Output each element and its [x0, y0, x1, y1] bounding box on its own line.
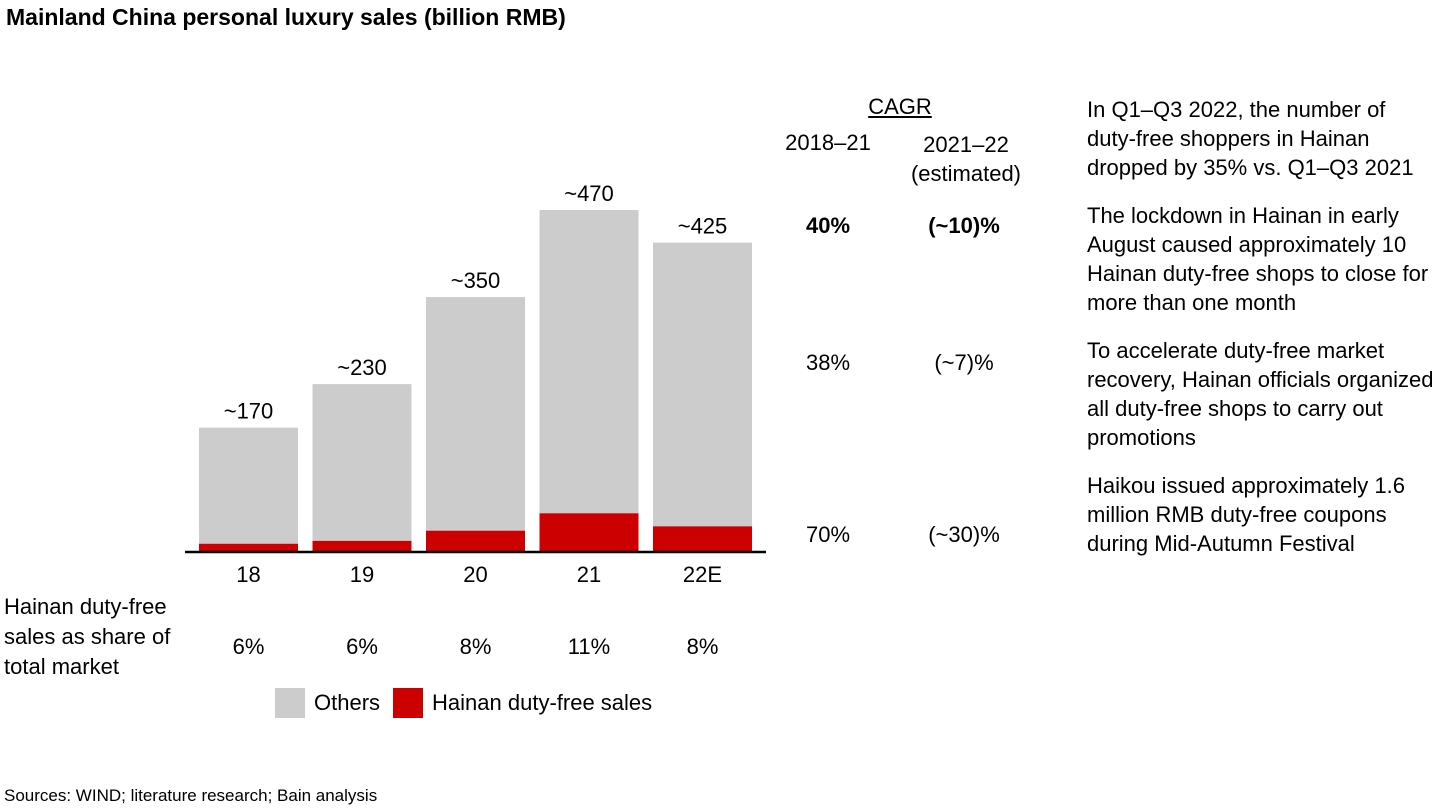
notes-panel: In Q1–Q3 2022, the number of duty-free s… [1087, 95, 1437, 577]
cagr-period-2: 2021–22 (estimated) [910, 132, 1022, 186]
share-value-21: 11% [568, 634, 610, 659]
bar-others-22E [653, 242, 752, 527]
total-label-22E: ~425 [678, 214, 728, 239]
note-shoppers: In Q1–Q3 2022, the number of duty-free s… [1087, 97, 1414, 180]
share-value-18: 6% [233, 634, 265, 659]
x-tick-label-18: 18 [236, 562, 260, 587]
share-label-text: Hainan duty-free sales as share of total… [4, 594, 171, 679]
legend-label-others: Others [314, 690, 381, 715]
cagr-row-1-v1: 40% [805, 213, 851, 238]
legend-label-hainan: Hainan duty-free sales [432, 690, 653, 715]
source-note: Sources: WIND; literature research; Bain… [4, 786, 378, 805]
cagr-row-3-v2: (~30)% [928, 522, 1000, 547]
bar-hainan-21 [539, 513, 639, 551]
legend-swatch-hainan [393, 688, 424, 718]
cagr-row-1-v2: (~10)% [928, 213, 1000, 238]
total-label-20: ~350 [451, 268, 501, 293]
bar-hainan-19 [312, 540, 412, 551]
share-value-19: 6% [346, 634, 378, 659]
note-promotions: To accelerate duty-free market recovery,… [1087, 338, 1434, 450]
legend: Others Hainan duty-free sales [275, 688, 665, 718]
cagr-row-2-v2: (~7)% [934, 350, 994, 375]
share-value-20: 8% [460, 634, 492, 659]
note-lockdown: The lockdown in Hainan in early August c… [1087, 203, 1429, 315]
total-label-19: ~230 [337, 355, 387, 380]
bar-hainan-20 [426, 530, 525, 551]
cagr-period-1: 2018–21 [785, 130, 871, 155]
bar-others-20 [426, 297, 525, 531]
x-tick-label-19: 19 [350, 562, 374, 587]
x-tick-label-22E: 22E [683, 562, 722, 587]
cagr-header: CAGR [868, 94, 932, 119]
legend-swatch-others [275, 688, 305, 718]
cagr-row-3-v1: 70% [805, 522, 851, 547]
x-tick-label-20: 20 [463, 562, 487, 587]
x-tick-label-21: 21 [577, 562, 601, 587]
total-label-18: ~170 [224, 399, 274, 424]
cagr-row-2-v1: 38% [805, 350, 851, 375]
bar-hainan-22E [653, 526, 752, 551]
total-label-21: ~470 [564, 181, 614, 206]
bar-others-19 [312, 384, 412, 541]
note-coupons: Haikou issued approximately 1.6 million … [1087, 473, 1405, 556]
share-label: Hainan duty-free sales as share of total… [4, 592, 194, 682]
bar-others-21 [539, 210, 639, 514]
bar-hainan-18 [199, 543, 298, 551]
chart-title: Mainland China personal luxury sales (bi… [6, 4, 566, 30]
bar-others-18 [199, 427, 298, 544]
share-value-22E: 8% [687, 634, 719, 659]
